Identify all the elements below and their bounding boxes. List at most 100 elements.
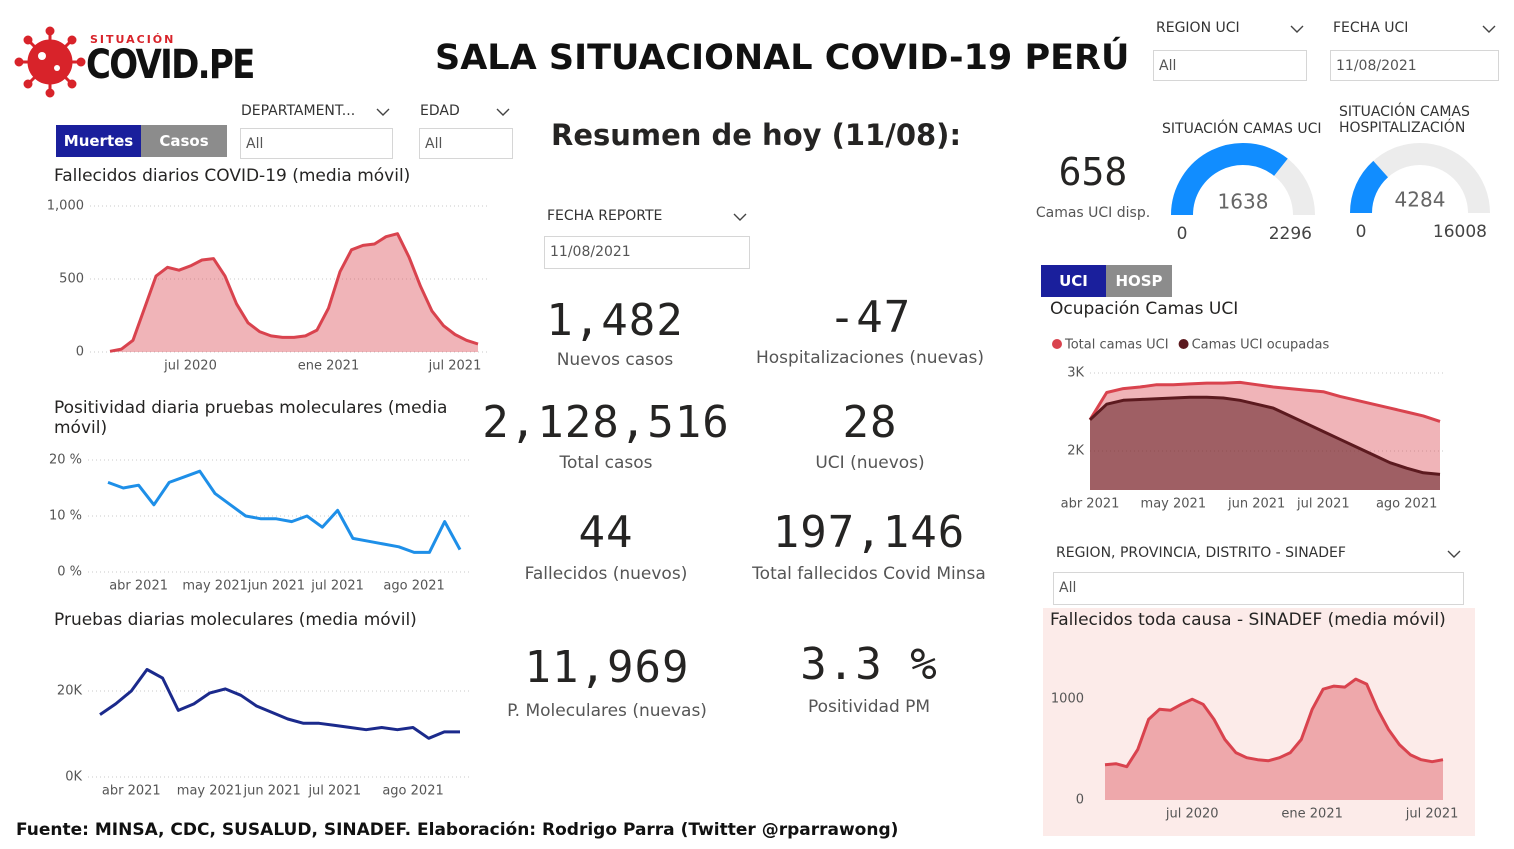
slicer-box[interactable] <box>1053 572 1464 605</box>
x-tick-label: ago 2021 <box>1376 497 1437 512</box>
x-tick-label: jul 2021 <box>1405 807 1459 822</box>
kpi-value: 1,482 <box>546 295 684 346</box>
x-tick-label: jun 2021 <box>243 784 301 799</box>
line <box>1104 677 1444 769</box>
gauge-max: 2296 <box>1269 224 1312 244</box>
legend-label: Camas UCI ocupadas <box>1192 338 1330 353</box>
gauge-max: 16008 <box>1433 222 1487 242</box>
kpi-label: UCI (nuevos) <box>815 453 925 473</box>
x-tick-label: abr 2021 <box>109 579 168 594</box>
legend-dot <box>1052 339 1062 349</box>
slicer-box[interactable] <box>419 128 513 159</box>
x-tick-label: jun 2021 <box>1227 497 1285 512</box>
kpi-label: Nuevos casos <box>556 350 674 370</box>
slicer-value: 11/08/2021 <box>1336 58 1417 74</box>
x-tick-label: jul 2020 <box>163 359 217 374</box>
kpi-label: Positividad PM <box>807 697 931 717</box>
slicer-box[interactable] <box>1153 50 1307 81</box>
gauge-min: 0 <box>1356 222 1367 242</box>
kpi-label: P. Moleculares (nuevas) <box>507 701 707 721</box>
x-tick-label: ene 2021 <box>1281 807 1342 822</box>
gauge-value-label: 1638 <box>1218 190 1269 214</box>
area <box>1090 397 1440 490</box>
line <box>109 232 479 353</box>
logo-main: COVID.PE <box>86 42 255 88</box>
x-tick-label: jul 2021 <box>307 784 361 799</box>
y-tick-label: 20K <box>57 684 83 699</box>
chevron <box>376 108 390 116</box>
title: SALA SITUACIONAL COVID-19 PERÚ <box>435 38 1130 78</box>
slicer-label: FECHA UCI <box>1333 20 1409 36</box>
gauge-value <box>1350 160 1389 214</box>
chart-title: Fallecidos toda causa - SINADEF (media m… <box>1050 610 1446 630</box>
chart-title: Fallecidos diarios COVID-19 (media móvil… <box>54 166 411 186</box>
x-tick-label: ago 2021 <box>382 784 443 799</box>
x-tick-label: jun 2021 <box>247 579 305 594</box>
toggle-button[interactable]: HOSP <box>1106 265 1172 297</box>
line <box>1088 380 1441 423</box>
gauge-min: 0 <box>1177 224 1188 244</box>
kpi-label: Total casos <box>559 453 653 473</box>
chevron <box>1447 550 1461 558</box>
x-tick-label: ago 2021 <box>383 579 444 594</box>
toggle-button[interactable]: Casos <box>141 125 227 157</box>
slicer-box[interactable] <box>544 236 750 269</box>
x-tick-label: jul 2021 <box>1296 497 1350 512</box>
kpi-value: 44 <box>578 507 634 558</box>
x-tick-label: may 2021 <box>182 579 248 594</box>
slicer-box[interactable] <box>240 128 393 159</box>
slicer-box[interactable] <box>1330 50 1499 81</box>
x-tick-label: jul 2020 <box>1165 807 1219 822</box>
y-tick-label: 0 % <box>57 565 82 580</box>
x-tick-label: abr 2021 <box>102 784 161 799</box>
slicer-label: REGION, PROVINCIA, DISTRITO - SINADEF <box>1056 545 1346 561</box>
y-tick-label: 3K <box>1067 366 1084 381</box>
chevron <box>1482 25 1496 33</box>
slicer-value: All <box>425 136 443 152</box>
y-tick-label: 0K <box>65 770 82 785</box>
x-tick-label: may 2021 <box>177 784 243 799</box>
y-tick-label: 10 % <box>49 509 82 524</box>
gauge-value <box>1171 143 1288 216</box>
x-tick-label: jul 2021 <box>310 579 364 594</box>
y-tick-label: 500 <box>59 272 84 287</box>
line <box>99 668 460 740</box>
x-tick-label: jul 2021 <box>428 359 482 374</box>
kpi-label: Total fallecidos Covid Minsa <box>752 564 986 584</box>
x-tick-label: ene 2021 <box>298 359 359 374</box>
gauge-title: SITUACIÓN CAMAS HOSPITALIZACIÓN <box>1339 104 1470 136</box>
logo-top: SITUACIÓN <box>90 33 176 46</box>
y-tick-label: 0 <box>1076 793 1084 808</box>
line <box>1088 395 1441 476</box>
chevron <box>496 108 510 116</box>
kpi-label: Hospitalizaciones (nuevas) <box>756 348 984 368</box>
kpi-value: 197,146 <box>772 507 966 558</box>
kpi-value: 11,969 <box>524 642 690 693</box>
x-tick-label: may 2021 <box>1141 497 1207 512</box>
kpi-value: 28 <box>842 397 898 448</box>
gauge-value-label: 4284 <box>1395 188 1446 212</box>
slicer-label: DEPARTAMENT... <box>241 103 356 119</box>
panel-bg <box>1043 608 1475 836</box>
kpi-value: -47 <box>828 292 912 343</box>
kpi-value: 2,128,516 <box>482 397 730 448</box>
legend-dot <box>1178 339 1189 349</box>
line <box>107 469 462 554</box>
chevron <box>1290 25 1304 33</box>
gauge-title: SITUACIÓN CAMAS UCI <box>1162 121 1322 137</box>
slicer-label: REGION UCI <box>1156 20 1240 36</box>
kpi-label: Fallecidos (nuevos) <box>524 564 688 584</box>
kpi-value: 3.3 % <box>800 639 938 690</box>
footer: Fuente: MINSA, CDC, SUSALUD, SINADEF. El… <box>16 820 899 840</box>
y-tick-label: 2K <box>1067 444 1084 459</box>
toggle-button[interactable]: UCI <box>1041 265 1106 297</box>
chart-title: Pruebas diarias moleculares (media móvil… <box>54 610 417 630</box>
area <box>1105 679 1443 800</box>
toggle-button[interactable]: Muertes <box>56 125 141 157</box>
chart-title: Positividad diaria pruebas moleculares (… <box>54 398 448 438</box>
slicer-value: All <box>1059 580 1077 596</box>
legend-label: Total camas UCI <box>1064 338 1169 353</box>
summary-title: Resumen de hoy (11/08): <box>551 118 962 152</box>
